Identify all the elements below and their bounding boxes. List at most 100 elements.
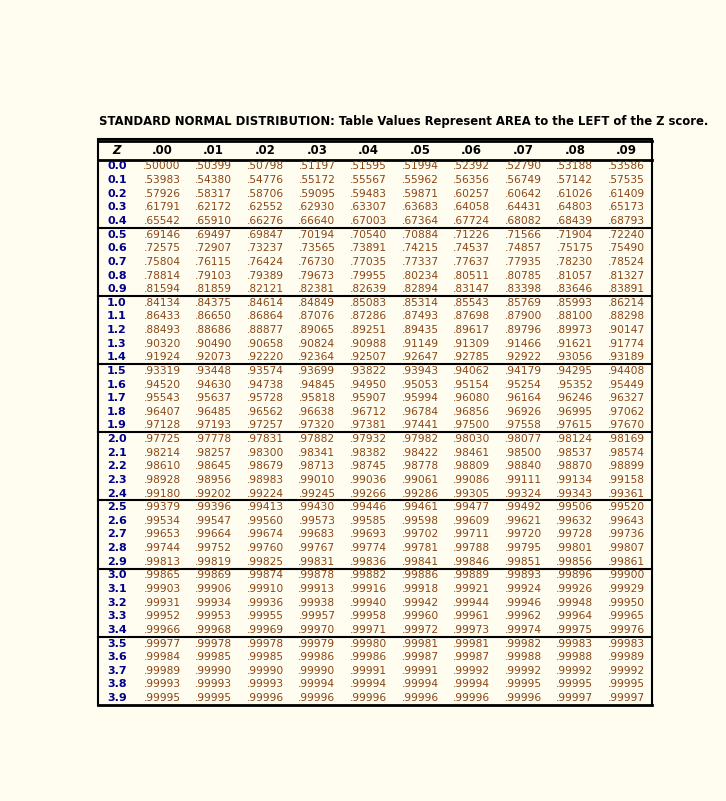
Text: .51595: .51595 (350, 162, 387, 171)
Text: .99993: .99993 (247, 679, 284, 690)
Text: 2.7: 2.7 (107, 529, 127, 540)
Text: .99972: .99972 (401, 625, 439, 635)
Text: .93822: .93822 (350, 366, 387, 376)
Text: .77035: .77035 (350, 257, 387, 267)
Text: .99971: .99971 (350, 625, 387, 635)
Text: 1.4: 1.4 (107, 352, 127, 362)
Text: .98257: .98257 (195, 448, 232, 457)
Text: 2.8: 2.8 (107, 543, 127, 553)
Text: .93574: .93574 (247, 366, 284, 376)
Text: .93319: .93319 (144, 366, 181, 376)
Text: .99430: .99430 (298, 502, 335, 512)
Text: .99950: .99950 (608, 598, 645, 608)
Text: .99324: .99324 (505, 489, 542, 498)
Text: .95449: .95449 (608, 380, 645, 389)
Text: .97441: .97441 (401, 421, 439, 430)
Text: .83147: .83147 (453, 284, 490, 294)
Text: .99744: .99744 (144, 543, 181, 553)
Text: .99869: .99869 (195, 570, 232, 581)
Text: .99989: .99989 (144, 666, 181, 676)
Text: .77637: .77637 (453, 257, 490, 267)
Text: .99966: .99966 (144, 625, 181, 635)
Text: .57535: .57535 (608, 175, 645, 185)
Text: .96407: .96407 (144, 407, 181, 417)
Text: .75175: .75175 (556, 244, 593, 253)
Text: .99953: .99953 (195, 611, 232, 622)
Text: .99910: .99910 (247, 584, 284, 594)
Text: .91621: .91621 (556, 339, 593, 348)
Text: .99978: .99978 (195, 638, 232, 649)
Text: .99995: .99995 (556, 679, 593, 690)
Text: 2.9: 2.9 (107, 557, 127, 567)
Text: .99931: .99931 (144, 598, 181, 608)
Text: .84849: .84849 (298, 298, 335, 308)
Text: .99965: .99965 (608, 611, 645, 622)
Text: .92647: .92647 (401, 352, 439, 362)
Text: .59483: .59483 (350, 189, 387, 199)
Text: .98713: .98713 (298, 461, 335, 471)
Text: .66276: .66276 (247, 216, 284, 226)
Text: .93189: .93189 (608, 352, 645, 362)
Text: .99286: .99286 (401, 489, 439, 498)
Text: .99996: .99996 (298, 693, 335, 703)
Text: .97320: .97320 (298, 421, 335, 430)
Text: .99674: .99674 (247, 529, 284, 540)
Text: .99983: .99983 (556, 638, 593, 649)
Text: .99736: .99736 (608, 529, 645, 540)
Text: .98537: .98537 (556, 448, 593, 457)
Text: .70540: .70540 (350, 230, 387, 239)
Text: .96164: .96164 (505, 393, 542, 403)
Text: .99997: .99997 (556, 693, 593, 703)
Text: .99979: .99979 (298, 638, 335, 649)
Text: 1.0: 1.0 (107, 298, 127, 308)
Text: .99396: .99396 (195, 502, 232, 512)
Text: Z: Z (113, 144, 121, 157)
Text: .99996: .99996 (247, 693, 284, 703)
Text: .01: .01 (203, 144, 224, 157)
Text: .97500: .97500 (453, 421, 490, 430)
Text: .88493: .88493 (144, 325, 181, 335)
Text: .73891: .73891 (350, 244, 387, 253)
Text: .99653: .99653 (144, 529, 181, 540)
Text: .74215: .74215 (401, 244, 439, 253)
Text: .99632: .99632 (556, 516, 593, 526)
Text: .99995: .99995 (144, 693, 181, 703)
Text: .99948: .99948 (556, 598, 593, 608)
Text: .92073: .92073 (195, 352, 232, 362)
Text: .89251: .89251 (350, 325, 387, 335)
Text: .95053: .95053 (401, 380, 439, 389)
Text: .95637: .95637 (195, 393, 232, 403)
Text: .99973: .99973 (453, 625, 490, 635)
Text: .53586: .53586 (608, 162, 645, 171)
Text: .99976: .99976 (608, 625, 645, 635)
Text: 3.3: 3.3 (107, 611, 126, 622)
Text: .55962: .55962 (401, 175, 439, 185)
Text: .99882: .99882 (350, 570, 387, 581)
Text: .98300: .98300 (247, 448, 284, 457)
Text: .07: .07 (513, 144, 534, 157)
Text: .95154: .95154 (453, 380, 490, 389)
Text: .53188: .53188 (556, 162, 593, 171)
Text: .99974: .99974 (505, 625, 542, 635)
Text: .98341: .98341 (298, 448, 335, 457)
Text: .99547: .99547 (195, 516, 232, 526)
Text: .98956: .98956 (195, 475, 232, 485)
Text: .84134: .84134 (144, 298, 181, 308)
Text: .89435: .89435 (401, 325, 439, 335)
Text: .86433: .86433 (144, 312, 181, 321)
Text: .99825: .99825 (247, 557, 284, 567)
Text: .96080: .96080 (453, 393, 490, 403)
Text: .99865: .99865 (144, 570, 181, 581)
Text: .68082: .68082 (505, 216, 542, 226)
Text: 3.5: 3.5 (107, 638, 126, 649)
Text: .86650: .86650 (195, 312, 232, 321)
Text: .87076: .87076 (298, 312, 335, 321)
Text: .83646: .83646 (556, 284, 593, 294)
Text: .71904: .71904 (556, 230, 593, 239)
Text: .97128: .97128 (144, 421, 181, 430)
Text: .99061: .99061 (401, 475, 439, 485)
Text: .05: .05 (409, 144, 431, 157)
Text: .72240: .72240 (608, 230, 645, 239)
Text: .98077: .98077 (505, 434, 542, 444)
Text: .98745: .98745 (350, 461, 387, 471)
